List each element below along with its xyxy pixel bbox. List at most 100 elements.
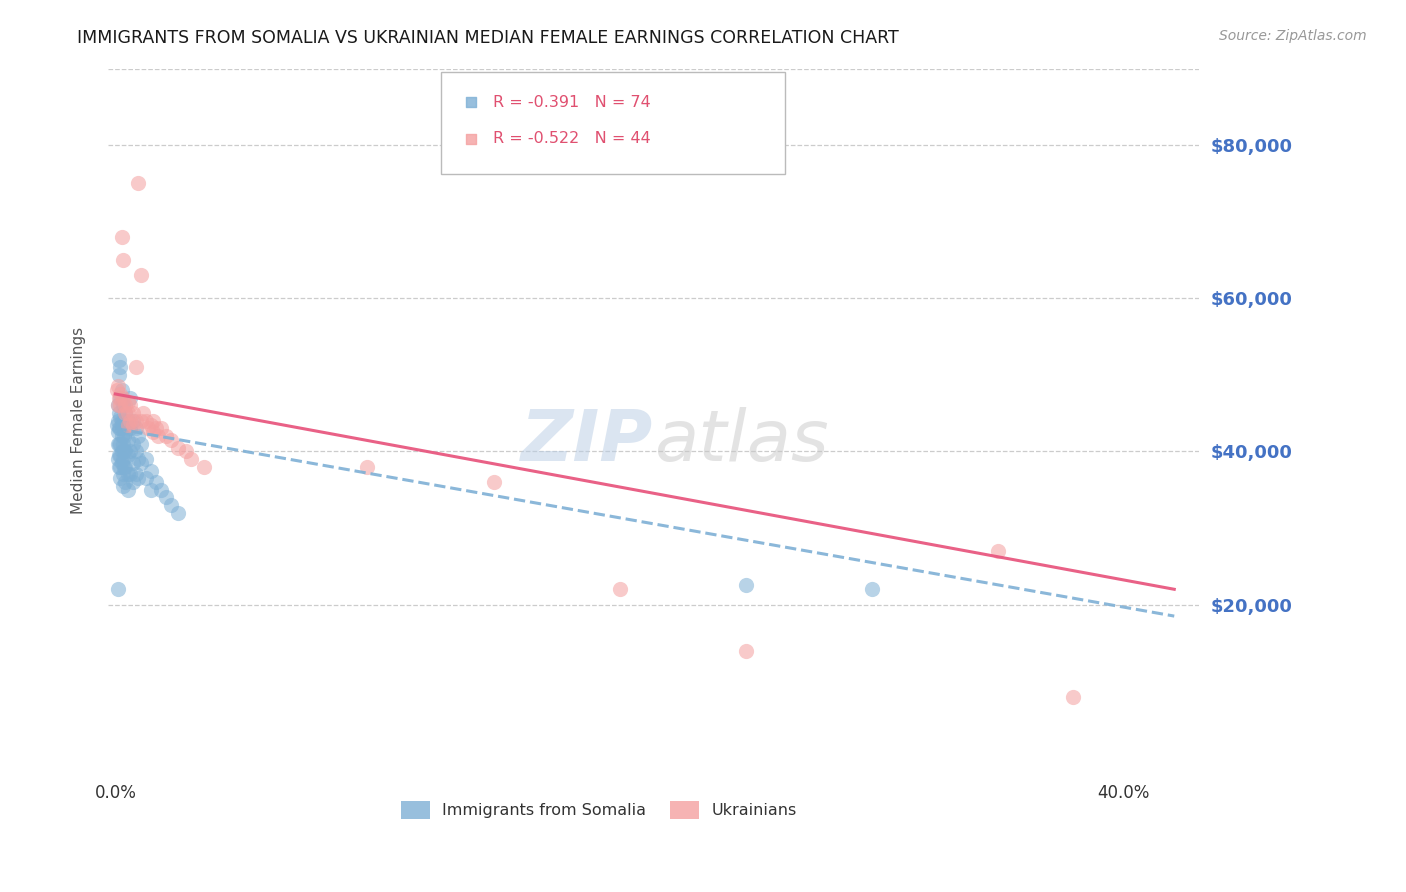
Point	[124, 414, 146, 428]
Point	[110, 448, 132, 462]
Point	[124, 444, 146, 458]
Point	[114, 444, 136, 458]
Point	[142, 414, 165, 428]
Point	[943, 751, 966, 765]
Point	[155, 491, 177, 505]
Point	[111, 383, 134, 397]
Text: R = -0.391   N = 74: R = -0.391 N = 74	[494, 95, 651, 110]
Point	[120, 391, 142, 405]
Point	[107, 379, 129, 393]
Point	[135, 414, 157, 428]
Point	[110, 409, 132, 424]
Point	[110, 387, 132, 401]
Point	[122, 414, 145, 428]
Point	[117, 448, 139, 462]
Text: IMMIGRANTS FROM SOMALIA VS UKRAINIAN MEDIAN FEMALE EARNINGS CORRELATION CHART: IMMIGRANTS FROM SOMALIA VS UKRAINIAN MED…	[77, 29, 898, 46]
Text: ZIP: ZIP	[522, 408, 654, 476]
Point	[114, 406, 136, 420]
Point	[117, 414, 139, 428]
Text: Source: ZipAtlas.com: Source: ZipAtlas.com	[1219, 29, 1367, 43]
Point	[122, 417, 145, 432]
Point	[127, 177, 149, 191]
Point	[180, 452, 202, 467]
Point	[127, 471, 149, 485]
Point	[120, 467, 142, 482]
Point	[105, 383, 128, 397]
Point	[1062, 690, 1084, 704]
Point	[860, 582, 883, 597]
Point	[108, 406, 131, 420]
Point	[117, 394, 139, 409]
Point	[145, 421, 167, 435]
Point	[108, 437, 131, 451]
Point	[107, 582, 129, 597]
Point	[145, 475, 167, 489]
Point	[127, 429, 149, 443]
Point	[117, 417, 139, 432]
Point	[139, 483, 162, 497]
Point	[107, 414, 129, 428]
Point	[105, 417, 128, 432]
Point	[114, 459, 136, 474]
Point	[139, 464, 162, 478]
Y-axis label: Median Female Earnings: Median Female Earnings	[72, 327, 86, 515]
Point	[111, 467, 134, 482]
Point	[114, 425, 136, 440]
Point	[107, 452, 129, 467]
Point	[108, 368, 131, 382]
Point	[148, 429, 170, 443]
Point	[111, 479, 134, 493]
Point	[122, 437, 145, 451]
Point	[132, 406, 155, 420]
Point	[111, 414, 134, 428]
Point	[129, 414, 152, 428]
Point	[159, 498, 181, 512]
Point	[135, 471, 157, 485]
Point	[734, 643, 756, 657]
Point	[107, 425, 129, 440]
Point	[114, 406, 136, 420]
Point	[943, 751, 966, 765]
Point	[111, 444, 134, 458]
Point	[136, 421, 159, 435]
Point	[139, 417, 162, 432]
Point	[107, 399, 129, 413]
Point	[987, 544, 1010, 558]
Point	[117, 467, 139, 482]
Point	[108, 352, 131, 367]
Point	[120, 421, 142, 435]
Point	[124, 421, 146, 435]
Point	[110, 471, 132, 485]
Point	[142, 425, 165, 440]
Point	[108, 421, 131, 435]
Point	[107, 437, 129, 451]
Point	[111, 452, 134, 467]
Point	[112, 414, 135, 428]
Point	[193, 459, 215, 474]
Point	[111, 230, 134, 244]
Point	[117, 483, 139, 497]
Point	[110, 421, 132, 435]
Point	[111, 252, 134, 267]
Point	[120, 444, 142, 458]
Point	[111, 429, 134, 443]
Point	[482, 475, 505, 489]
Point	[159, 433, 181, 447]
Legend: Immigrants from Somalia, Ukrainians: Immigrants from Somalia, Ukrainians	[395, 795, 804, 825]
Text: R = -0.522   N = 44: R = -0.522 N = 44	[494, 131, 651, 146]
Point	[609, 582, 631, 597]
Point	[107, 399, 129, 413]
Point	[112, 459, 135, 474]
Point	[110, 437, 132, 451]
Point	[129, 456, 152, 470]
Point	[127, 452, 149, 467]
Point	[174, 444, 197, 458]
Point	[110, 360, 132, 375]
Point	[155, 429, 177, 443]
Point	[108, 391, 131, 405]
Point	[135, 452, 157, 467]
Point	[167, 441, 190, 455]
Point	[110, 391, 132, 405]
Point	[167, 506, 190, 520]
Point	[122, 456, 145, 470]
